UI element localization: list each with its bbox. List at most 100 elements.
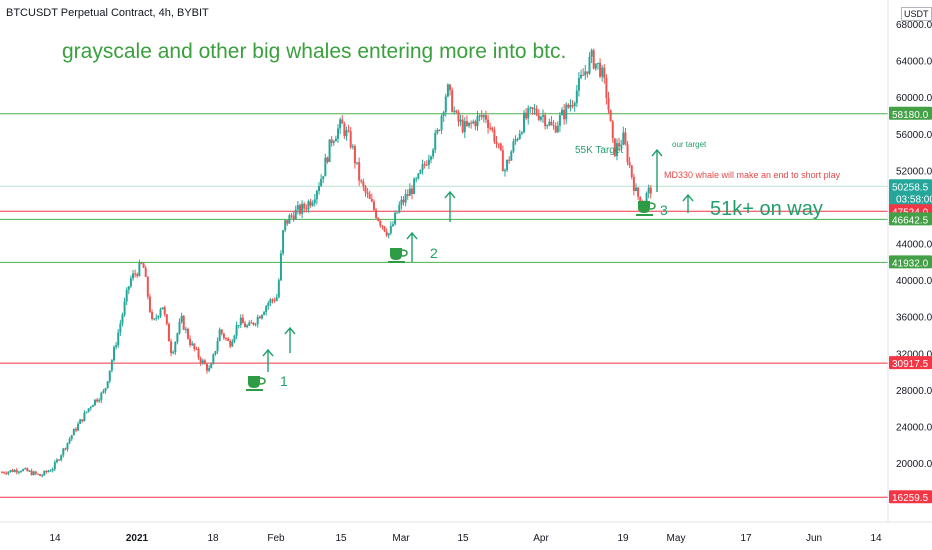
candle-body [379, 220, 382, 226]
candle-body [410, 188, 413, 194]
candle-body [626, 144, 629, 163]
candle-body [246, 325, 249, 328]
our-target-label: our target [672, 140, 707, 149]
candle-body [254, 323, 257, 325]
candle-body [163, 307, 166, 315]
candle-body [565, 104, 568, 120]
candle-body [368, 193, 371, 199]
candle-body [347, 130, 350, 132]
candle-body [15, 470, 18, 473]
currency-button[interactable]: USDT [901, 7, 932, 21]
candle-body [165, 314, 168, 324]
candle-body [47, 470, 50, 472]
candle-body [305, 208, 308, 210]
coffee-cups [246, 201, 656, 391]
candle-body [499, 143, 502, 151]
candle-body [618, 143, 621, 147]
candle-body [326, 157, 329, 163]
candle-body [233, 335, 236, 342]
candle-body [170, 341, 173, 354]
candle-body [186, 328, 189, 339]
candle-body [58, 459, 61, 461]
candle-body [222, 333, 225, 339]
candle-body [575, 90, 578, 104]
candle-body [497, 143, 500, 145]
candle-body [309, 201, 312, 206]
candle-body [396, 212, 399, 214]
candle-body [138, 262, 141, 276]
y-tick-label: 28000.0 [896, 386, 932, 397]
price-axis[interactable]: 68000.0 64000.0 60000.0 56000.0 52000.0 44000… [887, 0, 932, 522]
candle-body [550, 121, 553, 126]
candle-body [421, 164, 424, 171]
candle-body [634, 187, 637, 191]
candle-body [220, 329, 223, 334]
candle-body [157, 315, 160, 318]
candle-body [328, 139, 331, 163]
candle-body [520, 132, 523, 134]
candle-body [514, 139, 517, 142]
candle-body [288, 215, 291, 224]
candle-body [13, 470, 16, 473]
candle-body [647, 187, 650, 193]
y-tick-label: 68000.0 [896, 20, 932, 31]
candle-body [552, 125, 555, 127]
coffee-cup-icon [638, 201, 650, 213]
candle-body [301, 203, 304, 214]
candle-body [252, 322, 255, 325]
candle-body [440, 115, 443, 131]
cup-handle-icon [649, 202, 656, 210]
x-tick-label: Mar [392, 533, 410, 544]
candle-body [39, 474, 42, 476]
candle-body [121, 314, 124, 324]
candle-body [480, 115, 483, 118]
candle-body [491, 128, 494, 130]
candle-body [624, 132, 627, 145]
candle-body [250, 322, 253, 324]
candle-body [239, 317, 242, 326]
candle-body [93, 399, 96, 406]
arrow-head-icon [651, 148, 663, 157]
countdown-label: 03:58:00 [896, 194, 932, 205]
candle-body [434, 132, 437, 150]
candle-body [478, 115, 481, 117]
candle-body [375, 209, 378, 218]
candle-body [343, 123, 346, 136]
candle-body [91, 405, 94, 407]
candle-body [322, 176, 325, 179]
candle-body [537, 114, 540, 120]
candle-body [28, 470, 31, 472]
y-tick-label: 52000.0 [896, 166, 932, 177]
x-tick-label: 15 [457, 533, 469, 544]
candle-body [337, 128, 340, 139]
candle-body [172, 352, 175, 354]
candle-body [282, 230, 285, 254]
candle-body [140, 262, 143, 264]
candle-body [159, 309, 162, 316]
x-tick-label: May [667, 533, 686, 544]
candle-body [548, 121, 551, 126]
candle-body [489, 127, 492, 129]
candle-body [609, 109, 612, 122]
candle-body [201, 360, 204, 364]
candle-body [127, 286, 130, 290]
candle-body [360, 180, 363, 182]
candle-body [7, 471, 10, 474]
candle-body [529, 107, 532, 109]
x-tick-label: 14 [49, 533, 61, 544]
candle-body [77, 423, 80, 431]
candle-body [260, 314, 263, 319]
time-axis[interactable]: 14 2021 18 Feb 15 Mar 15 Apr 19 May 17 Jun 14 [0, 521, 932, 544]
candle-body [459, 119, 462, 122]
arrows [262, 148, 694, 372]
candle-body [586, 71, 589, 74]
candle-body [11, 470, 14, 473]
candle-body [74, 428, 77, 431]
candle-body [317, 186, 320, 192]
y-tick-label: 36000.0 [896, 313, 932, 324]
candle-body [5, 473, 8, 475]
price-label: 41932.0 [892, 258, 929, 269]
candle-body [366, 192, 369, 194]
candle-body [227, 338, 230, 341]
